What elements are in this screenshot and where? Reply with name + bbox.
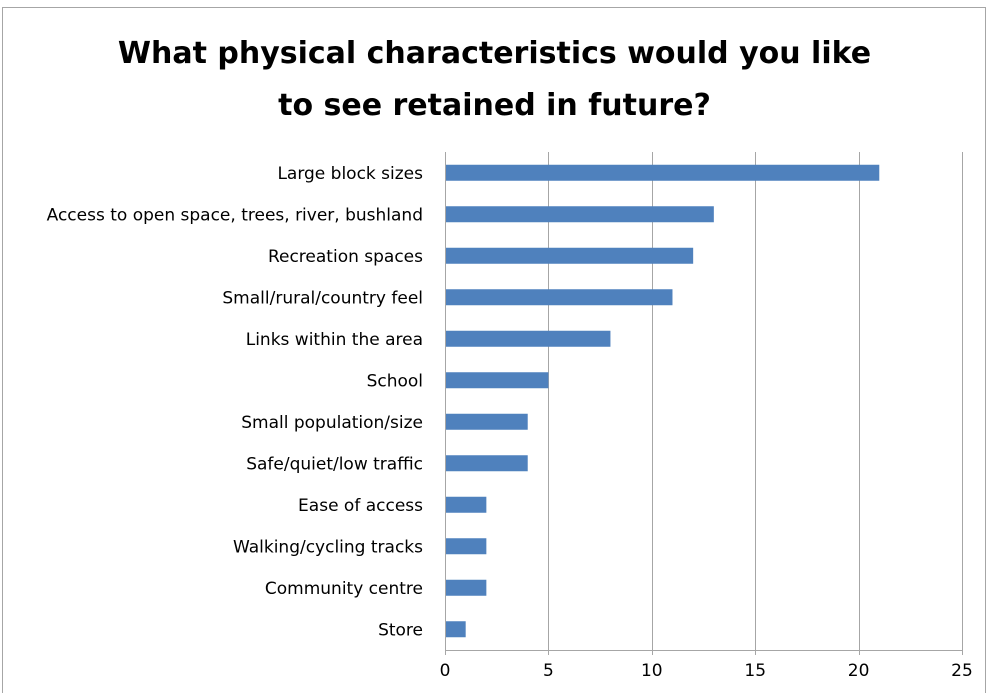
category-label: Recreation spaces [268,247,423,267]
bar-layer [446,164,880,638]
category-label: Large block sizes [277,164,423,184]
category-label: Small/rural/country feel [222,288,423,308]
bar [446,372,549,389]
chart-title-line-1: What physical characteristics would you … [117,36,872,71]
bar [446,413,528,430]
bar [446,455,528,472]
category-label: Safe/quiet/low traffic [246,454,423,474]
category-label: Ease of access [298,496,423,516]
x-tick-label: 25 [951,661,973,681]
bar [446,247,694,264]
category-label: Small population/size [241,413,423,433]
bar [446,330,611,347]
chart-frame [2,7,986,693]
bar [446,206,714,223]
category-label: Links within the area [246,330,423,350]
x-tick-label: 15 [744,661,766,681]
x-tick-label: 5 [543,661,554,681]
category-label: School [367,371,423,391]
chart-title: What physical characteristics would you … [0,28,989,132]
x-tick-label: 10 [641,661,663,681]
bar [446,621,466,638]
x-tick-layer: 0 5 10 15 20 25 [440,661,973,681]
x-tick-label: 0 [440,661,451,681]
category-label: Walking/cycling tracks [233,537,423,557]
grid-layer [445,152,963,655]
category-label-layer: Large block sizes Access to open space, t… [47,164,424,641]
category-label: Store [378,620,423,640]
category-label: Access to open space, trees, river, bush… [47,205,423,225]
bar [446,579,487,596]
bar [446,164,880,181]
x-tick-label: 20 [848,661,870,681]
category-label: Community centre [265,579,423,599]
bar [446,538,487,555]
chart-title-line-2: to see retained in future? [278,88,711,123]
bar [446,496,487,513]
bar [446,289,673,306]
